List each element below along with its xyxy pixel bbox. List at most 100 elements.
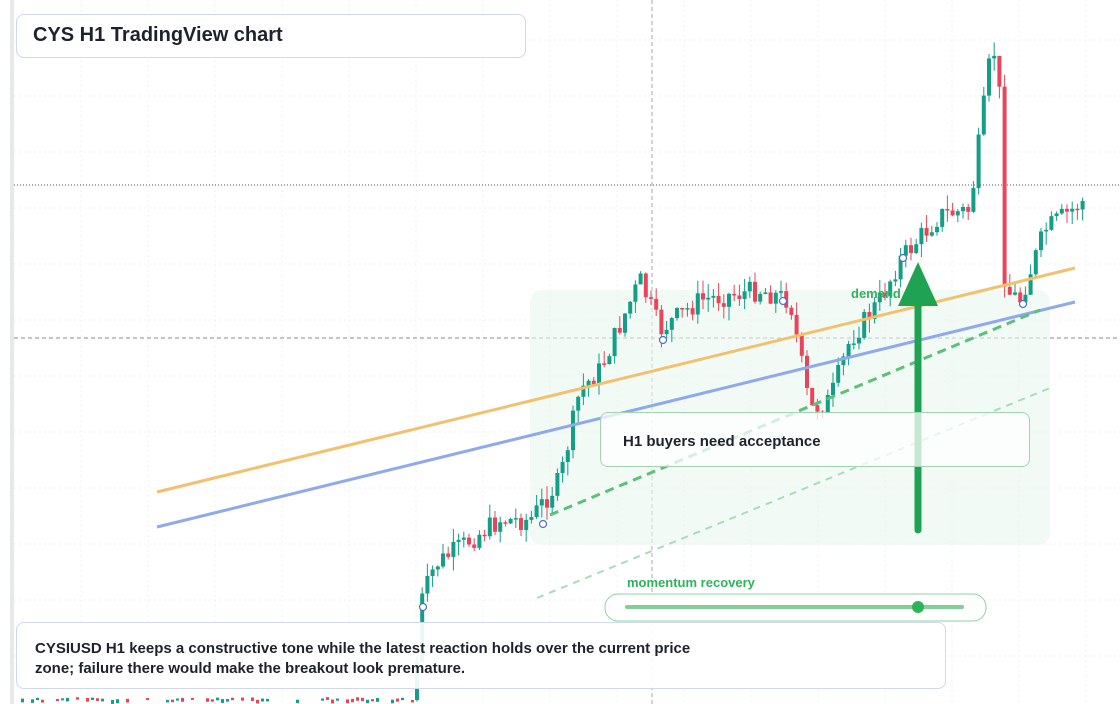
mini-candle (56, 699, 59, 702)
mini-candle (231, 697, 234, 701)
mini-candle (331, 699, 334, 704)
candle (451, 541, 456, 557)
candle (607, 356, 612, 365)
candle (555, 472, 560, 496)
mini-candle (66, 697, 69, 702)
candle (945, 208, 950, 211)
mini-candle (251, 697, 254, 701)
candle (576, 396, 581, 411)
mini-candle (181, 697, 184, 702)
mini-candle (21, 698, 24, 703)
candle (695, 293, 700, 315)
mini-candle (116, 699, 119, 704)
candle (1007, 286, 1012, 295)
candle (612, 327, 617, 357)
candle (581, 385, 586, 397)
candle (924, 228, 929, 236)
candle (617, 327, 622, 333)
candle (919, 228, 924, 245)
candle (799, 334, 804, 356)
mini-candle (171, 699, 174, 703)
candle (446, 553, 451, 557)
candle (747, 281, 752, 292)
mini-candle (111, 699, 114, 704)
mini-candle (241, 697, 244, 701)
candle (643, 273, 648, 298)
candle (867, 311, 872, 320)
mini-candle (326, 697, 329, 700)
candle (768, 292, 773, 304)
candle (810, 388, 815, 406)
candle (472, 544, 477, 548)
candle (461, 537, 466, 540)
mini-candle (261, 698, 264, 702)
mini-candle (371, 699, 374, 702)
candle (669, 318, 674, 330)
marker (538, 519, 548, 529)
candle (981, 95, 986, 135)
mini-candle (76, 697, 79, 700)
mini-candle (361, 697, 364, 702)
mini-candle (401, 697, 404, 701)
candle (966, 206, 971, 212)
candle (591, 380, 596, 385)
candle (1039, 231, 1043, 251)
candle (519, 518, 523, 531)
candle (841, 356, 846, 366)
candle (701, 293, 705, 300)
candle (477, 534, 482, 548)
candle (721, 303, 726, 307)
callout: H1 buyers need acceptance (600, 412, 1030, 467)
candle (534, 505, 539, 518)
candles (21, 42, 1085, 704)
candle (737, 295, 742, 299)
mini-candle (41, 699, 44, 703)
mini-candle (351, 698, 354, 703)
candle (903, 245, 908, 256)
mini-candle (296, 699, 299, 704)
candle (1054, 213, 1059, 217)
candle (675, 308, 679, 319)
markers (418, 253, 1028, 612)
candle (638, 273, 643, 285)
candle (987, 58, 991, 96)
candle (877, 292, 882, 303)
candle (940, 208, 945, 227)
candle (560, 462, 565, 473)
candle (857, 337, 861, 344)
candle (898, 255, 903, 280)
arrow-head (898, 262, 938, 306)
mini-candle (91, 697, 94, 700)
candle (909, 245, 913, 253)
candle (1065, 208, 1069, 212)
mini-candle (86, 697, 89, 702)
mini-candle (31, 699, 34, 703)
mini-candle (146, 698, 149, 701)
candle (872, 302, 877, 320)
candle (716, 295, 721, 304)
candle (805, 355, 809, 389)
candle (955, 211, 960, 216)
candle (482, 534, 487, 537)
candle (435, 566, 440, 570)
candle (1018, 292, 1023, 303)
candle (961, 206, 965, 212)
candle (487, 517, 492, 537)
note-box: CYSIUSD H1 keeps a constructive tone whi… (16, 622, 946, 689)
mini-candle (411, 699, 414, 703)
candle (680, 308, 685, 310)
marker (778, 296, 788, 306)
mini-candle (336, 698, 339, 701)
candle (971, 188, 976, 212)
candle (659, 309, 664, 335)
candle (815, 405, 820, 412)
candle (929, 232, 934, 236)
mini-candle (191, 697, 194, 700)
mini-candle (166, 699, 169, 703)
candle (862, 311, 867, 338)
marker (1018, 299, 1028, 309)
marker (658, 335, 668, 345)
mini-candle (356, 697, 359, 701)
candle (893, 279, 898, 282)
